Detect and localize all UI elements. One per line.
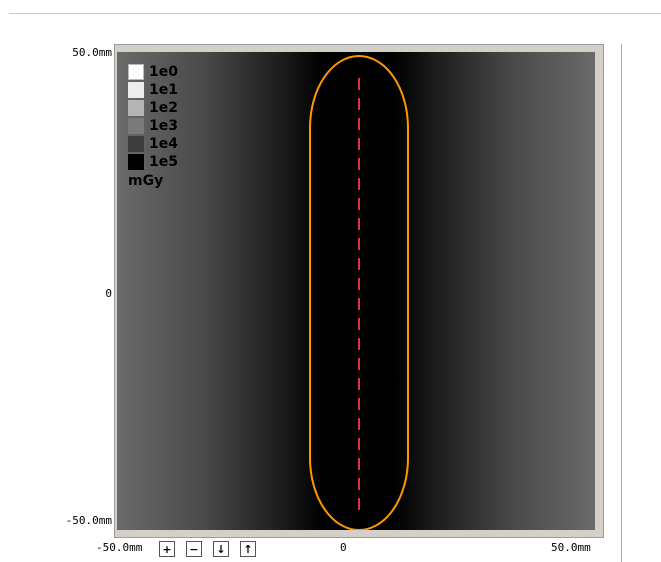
window-right-border [621,44,622,562]
window-top-border [9,13,661,14]
legend-item: 1e5 [128,153,178,171]
y-axis-bottom-label: -50.0mm [65,514,112,527]
legend-item: 1e0 [128,63,178,81]
isodose-contour [309,55,409,530]
dose-background [117,52,595,530]
y-axis-top-label: 50.0mm [72,46,112,59]
arrow-down-icon: ↓ [216,542,226,556]
x-axis-right-label: 50.0mm [551,541,591,554]
legend-swatch [128,64,144,80]
legend-label: 1e4 [149,136,178,152]
legend-label: 1e0 [149,64,178,80]
zoom-out-button[interactable]: − [186,541,202,557]
legend-item: 1e2 [128,99,178,117]
plus-icon: + [162,542,172,556]
legend-swatch [128,154,144,170]
zoom-in-button[interactable]: + [159,541,175,557]
legend-item: 1e3 [128,117,178,135]
legend-label: 1e2 [149,100,178,116]
legend-item: 1e1 [128,81,178,99]
legend-swatch [128,100,144,116]
legend-label: 1e1 [149,82,178,98]
legend-label: 1e5 [149,154,178,170]
move-up-button[interactable]: ↑ [240,541,256,557]
move-down-button[interactable]: ↓ [213,541,229,557]
legend-swatch [128,82,144,98]
x-axis-mid-label: 0 [340,541,347,554]
x-axis-left-label: -50.0mm [96,541,143,554]
dose-map[interactable] [117,52,595,530]
dose-legend: 1e0 1e1 1e2 1e3 1e4 1e5 mGy [128,63,178,189]
legend-swatch [128,136,144,152]
legend-swatch [128,118,144,134]
minus-icon: − [189,542,199,556]
legend-label: 1e3 [149,118,178,134]
legend-item: 1e4 [128,135,178,153]
arrow-up-icon: ↑ [243,542,253,556]
y-axis-mid-label: 0 [105,287,112,300]
legend-unit: mGy [128,173,164,189]
